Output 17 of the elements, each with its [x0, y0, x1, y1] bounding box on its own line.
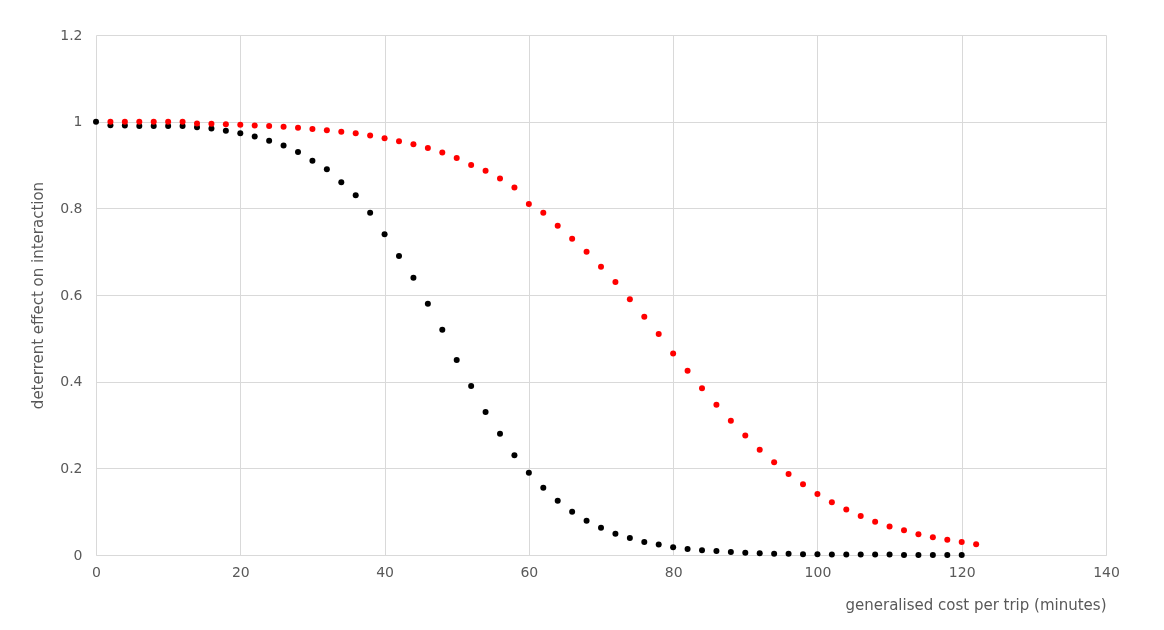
y-tick-label: 0.2 [60, 459, 83, 476]
x-tick-label: 100 [804, 563, 832, 580]
x-axis-title: generalised cost per trip (minutes) [845, 595, 1107, 614]
x-tick-label: 140 [1093, 563, 1120, 580]
x-tick-label: 80 [664, 563, 683, 580]
x-tick-label: 40 [376, 563, 394, 580]
y-axis-title: deterrent effect on interaction [29, 181, 48, 410]
y-tick-label: 1 [73, 113, 83, 130]
y-tick-label: 0.6 [60, 286, 83, 303]
y-tick-label: 0.4 [60, 373, 83, 390]
y-tick-label: 1.2 [60, 26, 83, 43]
y-tick-label: 0.8 [60, 199, 83, 216]
x-tick-label: 60 [520, 563, 539, 580]
x-tick-label: 20 [231, 563, 250, 580]
x-tick-label: 0 [92, 563, 101, 580]
x-tick-label: 120 [948, 563, 976, 580]
y-tick-label: 0 [73, 546, 83, 563]
